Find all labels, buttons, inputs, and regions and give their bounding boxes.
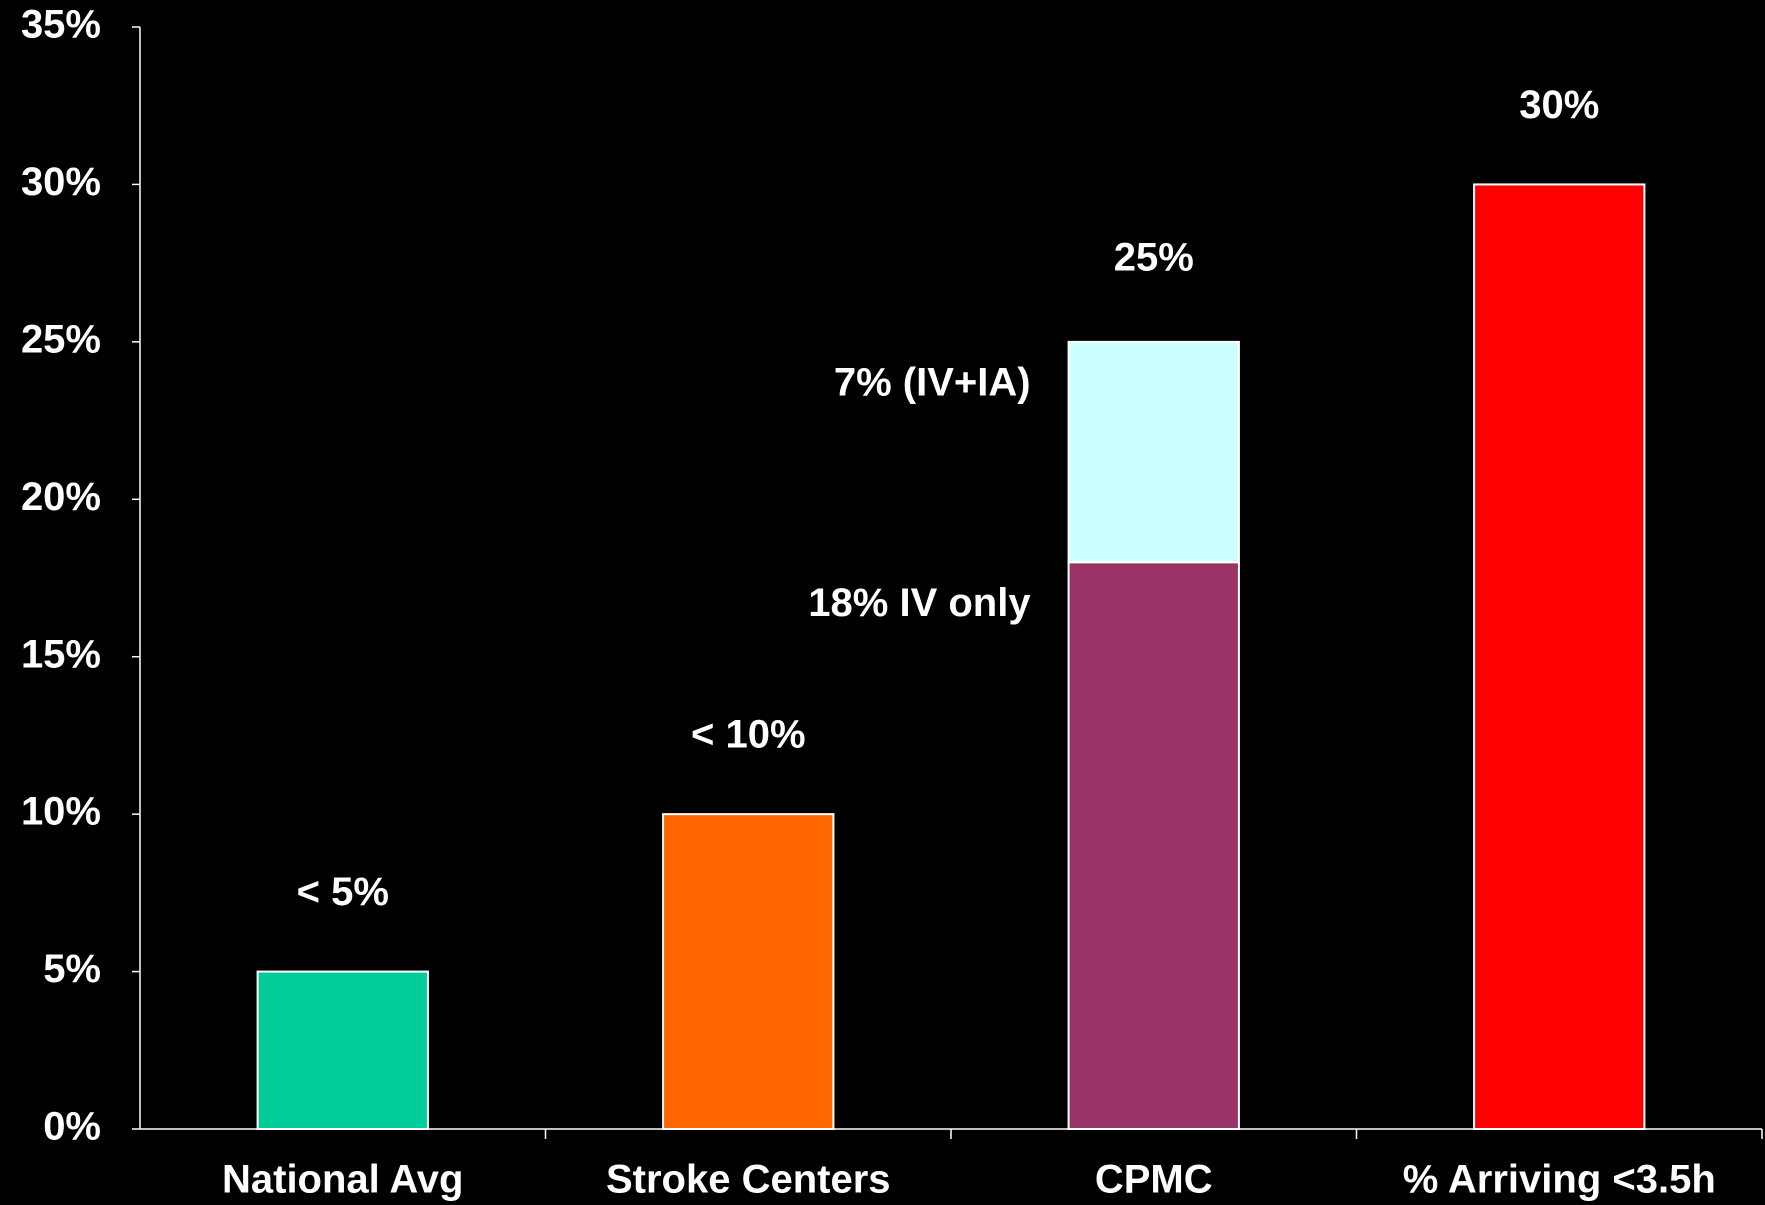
y-tick-label: 25% xyxy=(21,317,101,361)
y-tick-label: 0% xyxy=(43,1105,101,1149)
bar xyxy=(1473,183,1646,1130)
x-tick-label: % Arriving <3.5h xyxy=(1403,1158,1716,1202)
x-tick-label: Stroke Centers xyxy=(606,1158,891,1202)
value-label: < 10% xyxy=(691,713,806,757)
value-label: 30% xyxy=(1519,83,1599,127)
bar xyxy=(1067,561,1240,1130)
bar xyxy=(662,813,835,1131)
y-tick-label: 30% xyxy=(21,160,101,204)
x-tick-label: CPMC xyxy=(1095,1158,1213,1202)
x-tick-label: National Avg xyxy=(222,1158,464,1202)
bar xyxy=(256,970,429,1130)
bar xyxy=(1067,340,1240,564)
y-tick-label: 20% xyxy=(21,475,101,519)
value-label: < 5% xyxy=(297,870,389,914)
value-label: 7% (IV+IA) xyxy=(834,360,1031,404)
annotation: 25% xyxy=(1114,235,1194,279)
value-label: 18% IV only xyxy=(808,581,1031,625)
y-tick-label: 35% xyxy=(21,3,101,47)
y-tick-label: 15% xyxy=(21,632,101,676)
y-tick-label: 10% xyxy=(21,790,101,834)
y-tick-label: 5% xyxy=(43,947,101,991)
